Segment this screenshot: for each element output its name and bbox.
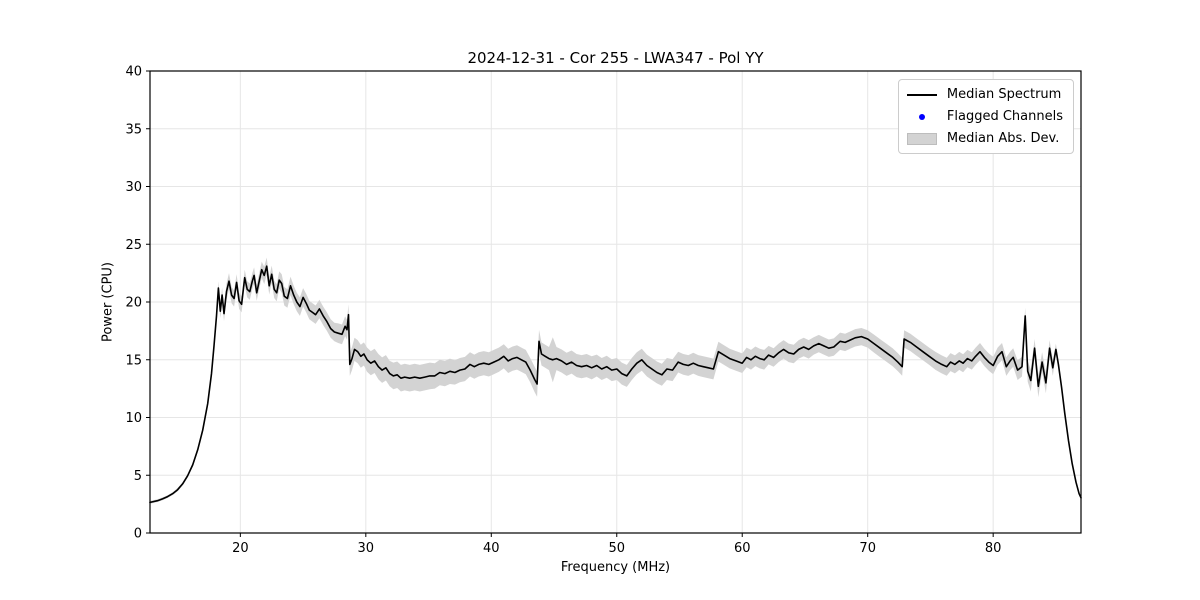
x-tick-label: 70 <box>859 541 876 556</box>
y-tick-label: 5 <box>134 469 142 484</box>
y-tick-label: 15 <box>125 353 142 368</box>
x-axis-label: Frequency (MHz) <box>560 560 671 575</box>
legend-item-label: Median Spectrum <box>946 87 1062 102</box>
y-tick-label: 10 <box>125 411 142 426</box>
y-tick-label: 20 <box>125 296 142 311</box>
legend-item-label: Flagged Channels <box>946 109 1063 124</box>
x-tick-label: 50 <box>608 541 625 556</box>
y-axis-label: Power (CPU) <box>100 261 116 343</box>
x-tick-label: 30 <box>358 541 375 556</box>
legend-item-median-abs-dev: Median Abs. Dev. <box>906 129 1063 148</box>
flagged-dot-sample-icon <box>907 113 937 120</box>
mad-patch-sample-icon <box>906 132 937 145</box>
legend-item-flagged-channels: Flagged Channels <box>907 107 1063 126</box>
y-tick-label: 40 <box>125 65 142 80</box>
legend-item-median-spectrum: Median Spectrum <box>906 85 1063 104</box>
x-tick-label: 40 <box>483 541 500 556</box>
dot-glyph <box>918 113 925 120</box>
patch-glyph <box>906 132 937 145</box>
y-tick-label: 30 <box>125 180 142 195</box>
line-glyph <box>906 93 937 96</box>
legend-item-label: Median Abs. Dev. <box>946 131 1060 146</box>
y-tick-label: 25 <box>125 238 142 253</box>
y-tick-label: 35 <box>125 122 142 137</box>
x-tick-label: 20 <box>232 541 249 556</box>
y-tick-label: 0 <box>134 527 142 542</box>
median-line-sample-icon <box>906 93 937 96</box>
x-tick-label: 60 <box>734 541 751 556</box>
plot-title: 2024-12-31 - Cor 255 - LWA347 - Pol YY <box>467 49 764 67</box>
x-tick-label: 80 <box>985 541 1002 556</box>
mad-band <box>150 257 1081 504</box>
median-spectrum-line <box>149 265 1082 504</box>
legend: Median Spectrum Flagged Channels Median Ab… <box>897 79 1074 154</box>
